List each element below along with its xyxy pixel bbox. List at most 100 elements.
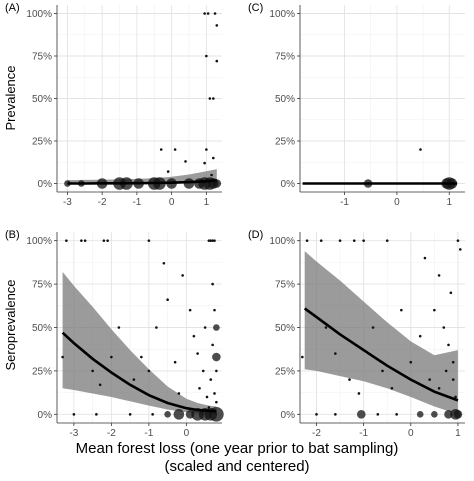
data-point [356, 410, 366, 419]
data-point [203, 161, 206, 165]
data-point [212, 97, 215, 100]
data-point [203, 12, 206, 15]
data-point [454, 395, 457, 399]
data-point [215, 400, 218, 404]
data-point [444, 369, 448, 373]
y-tick-label: 0% [281, 410, 296, 421]
data-point [409, 360, 413, 364]
panel-0: 0% 25% 50% 75% 100% -3 -2 -1 0 1 (A) [5, 2, 222, 208]
x-tick-label: 0 [408, 428, 414, 439]
data-point [215, 369, 218, 373]
y-tick-label: 50% [32, 323, 52, 334]
data-point [319, 239, 323, 242]
data-point [395, 413, 398, 416]
data-point [91, 369, 94, 373]
panel-3: 0% 25% 50% 75% 100% -2 -1 0 1 (D) [248, 229, 465, 439]
x-tick-label: 0 [184, 428, 190, 439]
data-point [128, 413, 132, 416]
data-point [400, 308, 403, 312]
x-tick-label: -2 [107, 428, 116, 439]
data-point [212, 352, 221, 362]
data-point [458, 248, 462, 251]
data-point [140, 355, 143, 359]
x-tick-label: -1 [144, 428, 153, 439]
data-point [166, 298, 169, 302]
data-point [442, 326, 446, 329]
data-point [132, 378, 136, 381]
x-tick-label: 0 [394, 197, 400, 208]
data-point [416, 411, 424, 418]
panel-label: (A) [5, 2, 20, 14]
data-point [385, 239, 389, 242]
data-point [106, 239, 109, 242]
data-point [213, 12, 217, 15]
x-tick-label: -3 [69, 428, 78, 439]
row-label-seroprevalence: Seroprevalence [3, 279, 18, 370]
panel-2: 0% 25% 50% 75% 100% -3 -2 -1 0 (B) [5, 229, 224, 439]
data-point [65, 239, 68, 242]
data-point [80, 239, 83, 242]
y-tick-label: 50% [275, 323, 295, 334]
y-tick-label: 50% [275, 94, 295, 105]
data-point [209, 407, 224, 422]
data-point [362, 239, 365, 242]
data-point [437, 274, 441, 277]
data-point [423, 256, 427, 260]
fitted-line [67, 179, 217, 185]
panel-label: (C) [248, 2, 263, 14]
data-point [162, 261, 166, 265]
data-point [381, 369, 384, 373]
y-tick-label: 25% [275, 366, 295, 377]
data-point [198, 386, 201, 390]
data-point [334, 413, 337, 416]
data-point [315, 413, 318, 416]
data-point [338, 239, 342, 242]
y-tick-label: 0% [281, 179, 296, 190]
data-point [431, 411, 438, 418]
data-point [357, 392, 361, 395]
x-axis-title-line2: (scaled and centered) [164, 458, 309, 475]
y-tick-label: 75% [32, 280, 52, 291]
data-point [209, 239, 213, 242]
data-point [208, 97, 212, 100]
y-tick-label: 25% [32, 366, 52, 377]
data-point [83, 239, 87, 242]
data-point [192, 334, 196, 338]
x-tick-label: -1 [359, 428, 368, 439]
data-point [188, 308, 192, 312]
data-point [334, 352, 337, 355]
data-point [207, 239, 211, 242]
data-point [211, 282, 214, 286]
y-tick-label: 0% [38, 179, 53, 190]
x-tick-label: -2 [312, 428, 321, 439]
data-point [201, 369, 205, 373]
y-tick-label: 50% [32, 94, 52, 105]
data-point [433, 308, 436, 312]
data-point [444, 410, 453, 419]
data-point [352, 239, 356, 242]
y-tick-label: 100% [26, 9, 52, 20]
data-point [212, 156, 215, 160]
data-point [72, 413, 76, 416]
data-point [205, 148, 208, 151]
data-point [451, 378, 455, 381]
y-tick-label: 75% [32, 52, 52, 63]
data-point [213, 392, 216, 395]
data-point [102, 239, 106, 242]
data-point [418, 334, 422, 338]
data-point [147, 239, 151, 242]
data-point [456, 239, 460, 242]
data-point [117, 326, 121, 329]
data-point [213, 324, 220, 331]
data-point [166, 170, 170, 173]
data-point [95, 413, 98, 416]
x-axis-title-line1: Mean forest loss (one year prior to bat … [76, 440, 399, 457]
data-point [147, 369, 151, 373]
data-point [173, 409, 185, 420]
data-point [390, 386, 394, 390]
x-tick-label: 0 [169, 197, 175, 208]
confidence-band [62, 271, 217, 414]
data-point [371, 326, 375, 329]
data-point [211, 343, 214, 347]
fitted-line [61, 331, 217, 413]
